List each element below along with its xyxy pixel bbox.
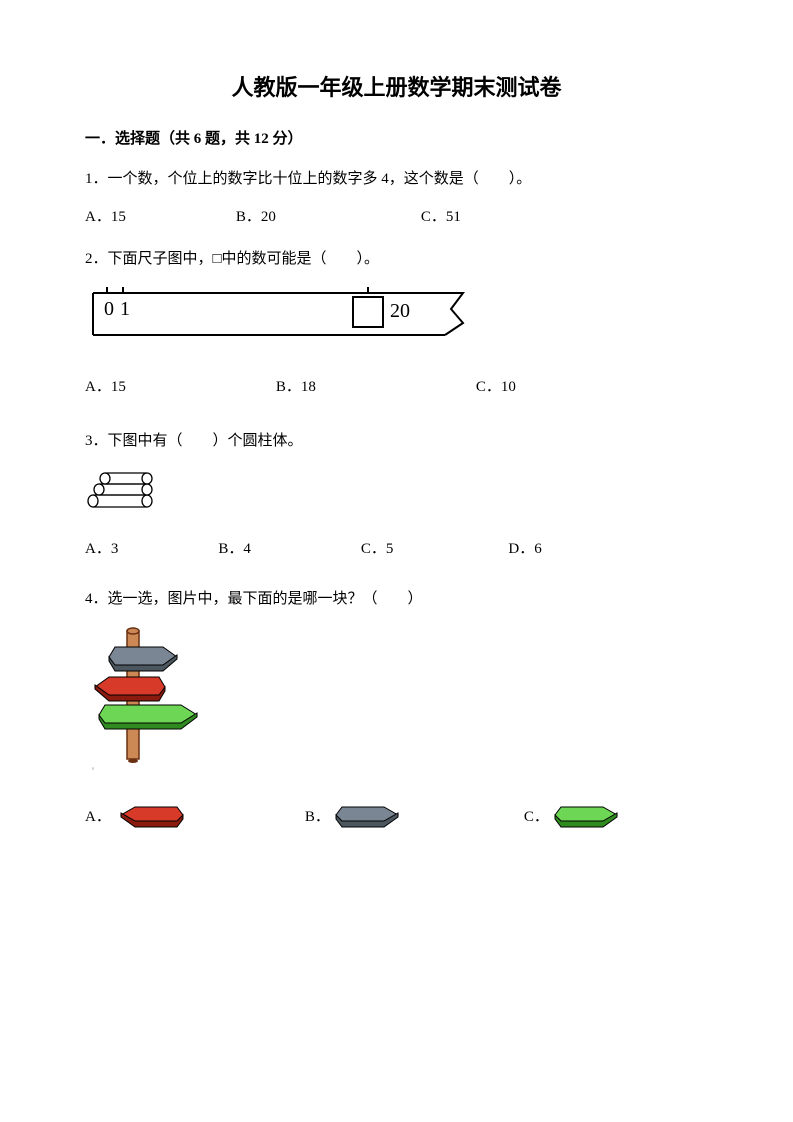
- ruler-label-1: 1: [120, 298, 130, 320]
- section-header: 一．选择题（共 6 题，共 12 分）: [85, 127, 708, 151]
- question-3: 3．下图中有（ ）个圆柱体。: [85, 429, 708, 561]
- q2-opt-a: A．15: [85, 375, 126, 399]
- question-2: 2．下面尺子图中，□中的数可能是（ ）。 0 1 20 A．15 B．18: [85, 247, 708, 399]
- q2-text: 2．下面尺子图中，□中的数可能是（ ）。: [85, 247, 708, 271]
- ruler-svg: 0 1 20: [85, 285, 465, 343]
- arrow-red-icon: [115, 803, 185, 831]
- q4-opt-c-label: C．: [524, 805, 549, 829]
- q1-opt-c: C．51: [421, 205, 461, 229]
- q1-options: A．15 B．20 C．51: [85, 205, 708, 229]
- svg-text:，: ，: [91, 762, 99, 771]
- q1-opt-b: B．20: [236, 205, 276, 229]
- q4-opt-a-label: A．: [85, 805, 111, 829]
- cylinders-figure: [85, 467, 708, 517]
- ruler-label-20: 20: [390, 300, 410, 322]
- cylinders-svg: [85, 467, 155, 509]
- ruler-figure: 0 1 20: [85, 285, 708, 351]
- q4-opt-c: C．: [524, 803, 623, 831]
- question-1: 1．一个数，个位上的数字比十位上的数字多 4，这个数是（ ）。 A．15 B．2…: [85, 167, 708, 229]
- q1-text: 1．一个数，个位上的数字比十位上的数字多 4，这个数是（ ）。: [85, 167, 708, 191]
- q3-text: 3．下图中有（ ）个圆柱体。: [85, 429, 708, 453]
- q3-options: A．3 B．4 C．5 D．6: [85, 537, 708, 561]
- q2-options: A．15 B．18 C．10: [85, 375, 708, 399]
- ruler-blank-box: [353, 297, 383, 327]
- q3-opt-b: B．4: [218, 537, 251, 561]
- arrow-gray-icon: [334, 803, 404, 831]
- signpost-figure: ，: [85, 625, 708, 775]
- q3-opt-a: A．3: [85, 537, 118, 561]
- q4-opt-b: B．: [305, 803, 404, 831]
- signpost-svg: ，: [85, 625, 215, 775]
- ruler-label-0: 0: [104, 298, 114, 320]
- q2-opt-c: C．10: [476, 375, 516, 399]
- q4-opt-b-label: B．: [305, 805, 330, 829]
- arrow-green-icon: [553, 803, 623, 831]
- q2-opt-b: B．18: [276, 375, 316, 399]
- q3-opt-c: C．5: [361, 537, 394, 561]
- question-4: 4．选一选，图片中，最下面的是哪一块？（ ） ，: [85, 587, 708, 831]
- q1-opt-a: A．15: [85, 205, 126, 229]
- q4-opt-a: A．: [85, 803, 185, 831]
- page-title: 人教版一年级上册数学期末测试卷: [85, 70, 708, 105]
- q3-opt-d: D．6: [508, 537, 541, 561]
- q4-text: 4．选一选，图片中，最下面的是哪一块？（ ）: [85, 587, 708, 611]
- q4-options: A． B． C．: [85, 803, 708, 831]
